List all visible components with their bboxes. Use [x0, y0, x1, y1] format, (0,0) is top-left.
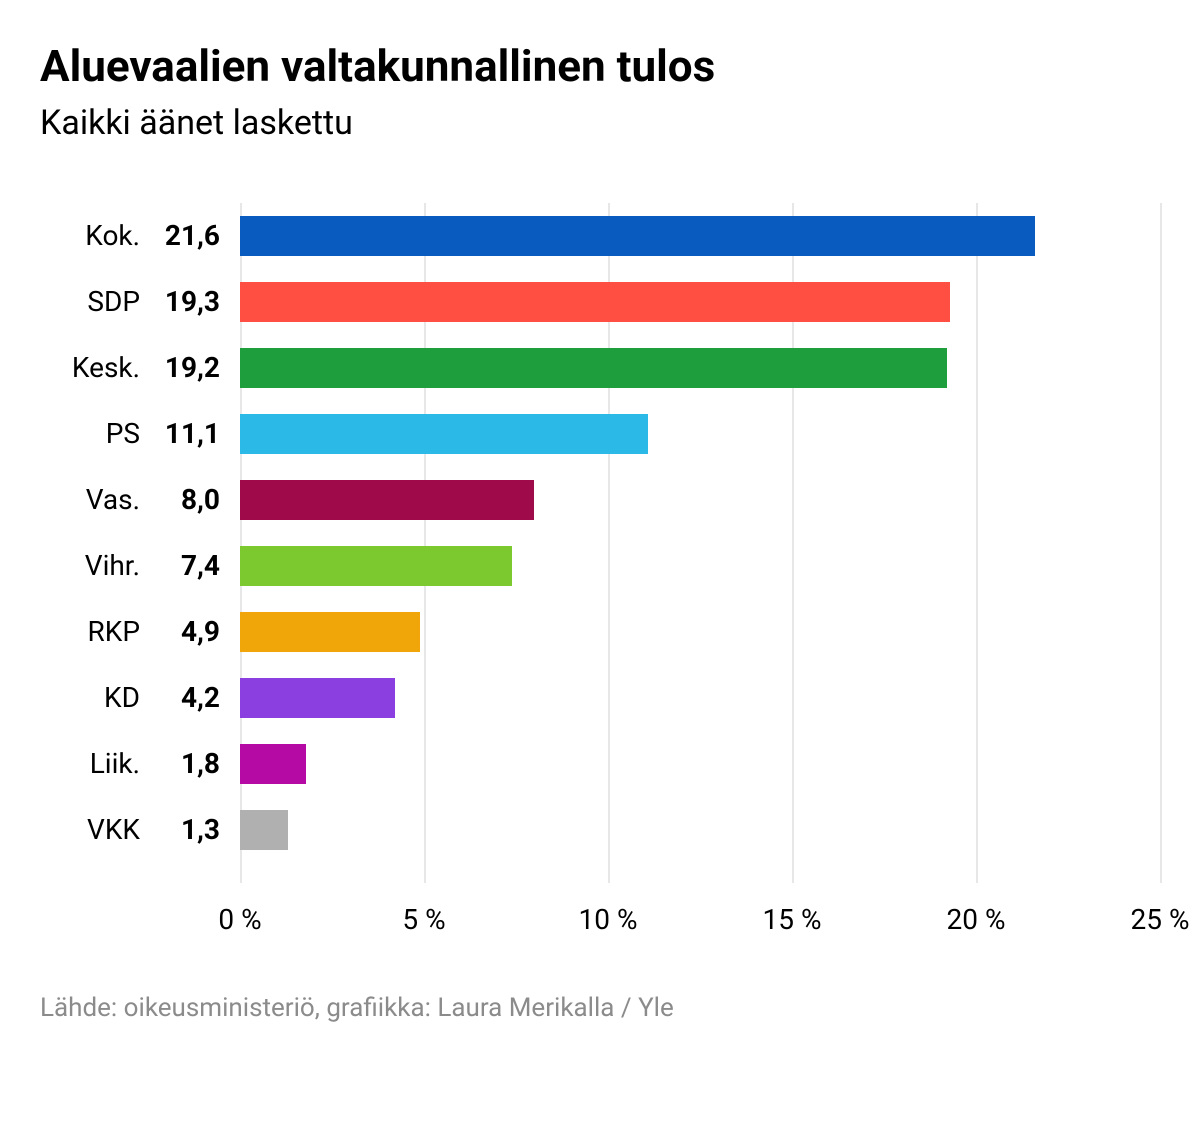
party-label: Kok.: [40, 219, 150, 252]
bar: [240, 744, 306, 784]
x-tick-label: 5 %: [402, 903, 445, 936]
bar-row: Vas.8,0: [40, 467, 1160, 533]
party-label: KD: [40, 681, 150, 714]
bar-track: [240, 335, 1160, 401]
party-label: Liik.: [40, 747, 150, 780]
bar: [240, 810, 288, 850]
value-label: 19,2: [150, 351, 240, 384]
chart-subtitle: Kaikki äänet laskettu: [40, 103, 1160, 143]
bar: [240, 678, 395, 718]
x-tick-label: 10 %: [579, 903, 638, 936]
bar-rows: Kok.21,6SDP19,3Kesk.19,2PS11,1Vas.8,0Vih…: [40, 203, 1160, 863]
bar-row: Vihr.7,4: [40, 533, 1160, 599]
bar-track: [240, 467, 1160, 533]
value-label: 7,4: [150, 549, 240, 582]
x-tick-label: 20 %: [947, 903, 1006, 936]
party-label: Kesk.: [40, 351, 150, 384]
party-label: RKP: [40, 615, 150, 648]
bar-track: [240, 665, 1160, 731]
value-label: 1,3: [150, 813, 240, 846]
party-label: SDP: [40, 285, 150, 318]
value-label: 21,6: [150, 219, 240, 252]
chart-footer: Lähde: oikeusministeriö, grafiikka: Laur…: [40, 993, 1160, 1023]
bar-row: RKP4,9: [40, 599, 1160, 665]
value-label: 19,3: [150, 285, 240, 318]
bar-track: [240, 203, 1160, 269]
bar-track: [240, 731, 1160, 797]
bar-row: VKK1,3: [40, 797, 1160, 863]
party-label: PS: [40, 417, 150, 450]
bar: [240, 480, 534, 520]
bar-row: PS11,1: [40, 401, 1160, 467]
bar: [240, 414, 648, 454]
bar-row: Liik.1,8: [40, 731, 1160, 797]
bar: [240, 282, 950, 322]
value-label: 11,1: [150, 417, 240, 450]
gridline: [1160, 203, 1162, 883]
party-label: VKK: [40, 813, 150, 846]
bar-row: KD4,2: [40, 665, 1160, 731]
bar-track: [240, 269, 1160, 335]
bar-track: [240, 401, 1160, 467]
bar-track: [240, 797, 1160, 863]
x-tick-label: 25 %: [1131, 903, 1190, 936]
bar: [240, 216, 1035, 256]
value-label: 8,0: [150, 483, 240, 516]
value-label: 1,8: [150, 747, 240, 780]
value-label: 4,9: [150, 615, 240, 648]
bar: [240, 612, 420, 652]
bar-row: Kesk.19,2: [40, 335, 1160, 401]
chart-title: Aluevaalien valtakunnallinen tulos: [40, 40, 1160, 93]
party-label: Vihr.: [40, 549, 150, 582]
bar: [240, 348, 947, 388]
x-tick-label: 0 %: [218, 903, 261, 936]
value-label: 4,2: [150, 681, 240, 714]
party-label: Vas.: [40, 483, 150, 516]
bar-row: SDP19,3: [40, 269, 1160, 335]
bar-row: Kok.21,6: [40, 203, 1160, 269]
bar-track: [240, 599, 1160, 665]
chart-area: Kok.21,6SDP19,3Kesk.19,2PS11,1Vas.8,0Vih…: [40, 203, 1160, 963]
x-axis: 0 %5 %10 %15 %20 %25 %: [240, 903, 1160, 943]
x-tick-label: 15 %: [763, 903, 822, 936]
bar: [240, 546, 512, 586]
bar-track: [240, 533, 1160, 599]
